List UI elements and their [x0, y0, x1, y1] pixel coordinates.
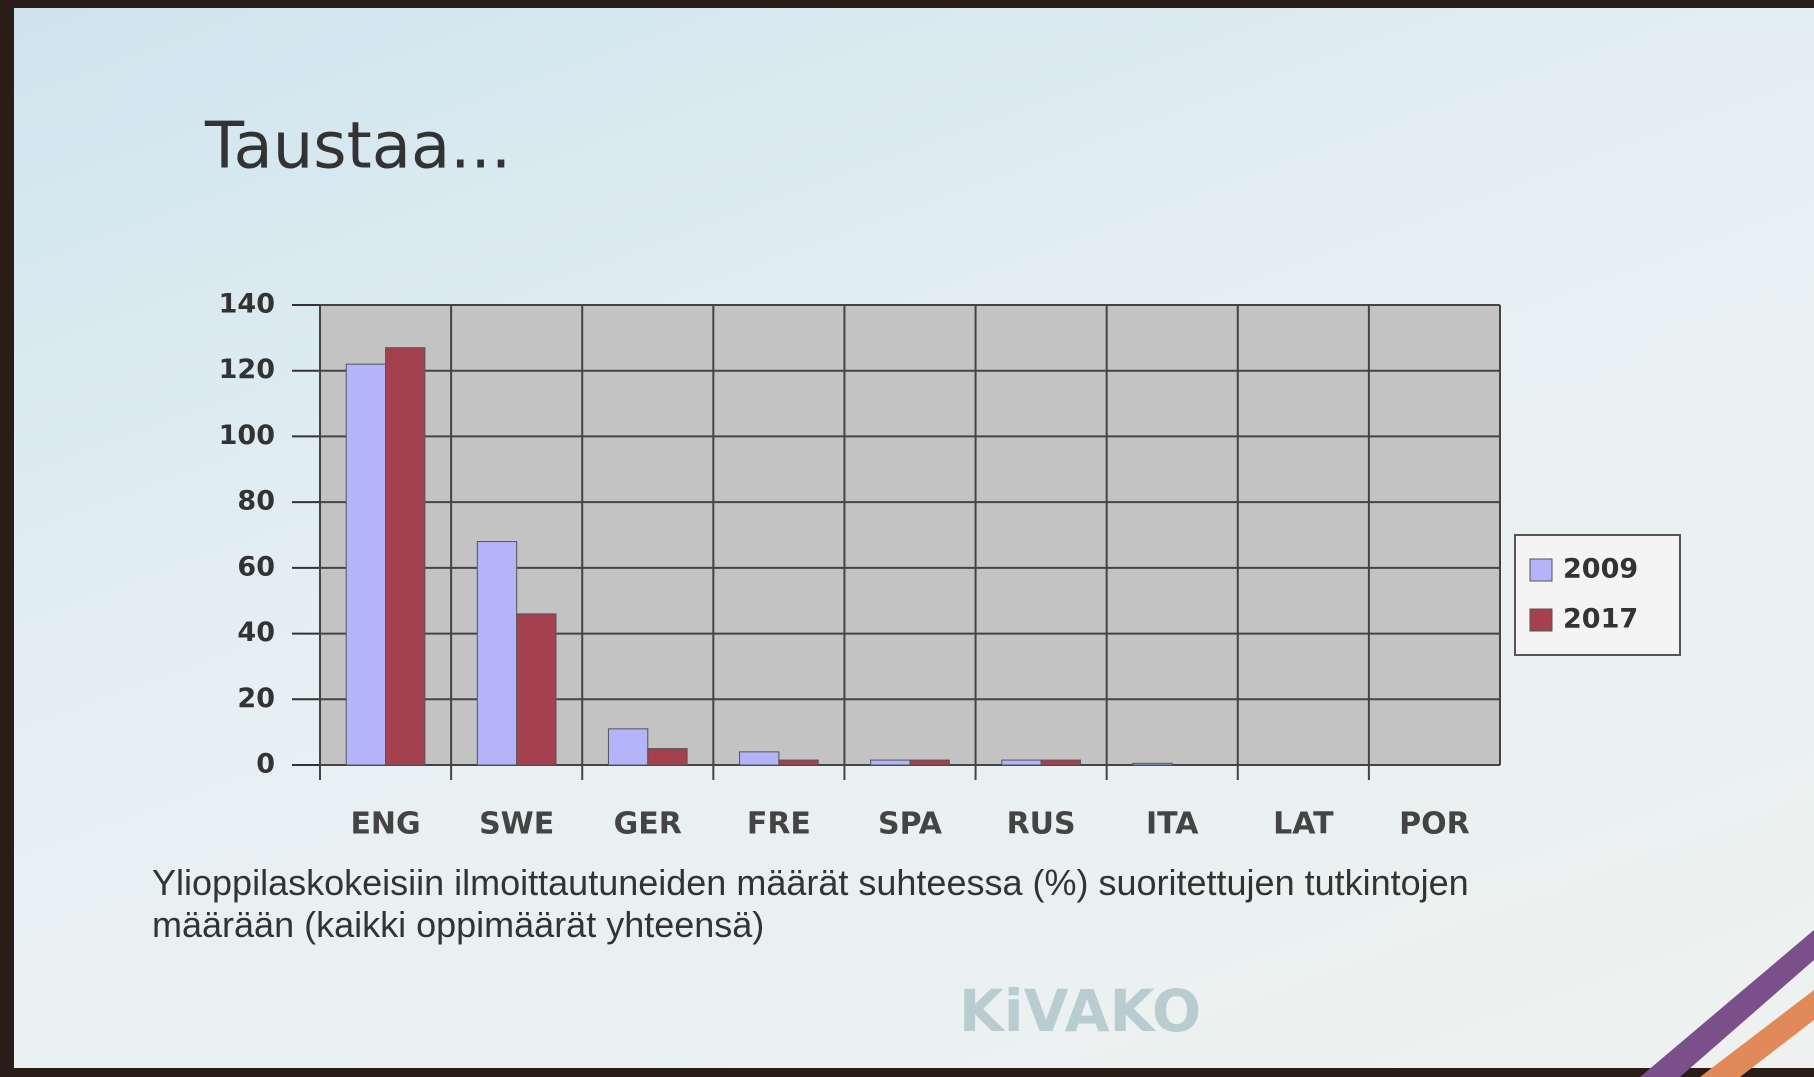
y-tick-label: 40 — [237, 617, 275, 648]
x-tick-label: SWE — [479, 807, 554, 842]
y-tick-label: 120 — [219, 354, 275, 385]
legend-label: 2009 — [1563, 554, 1638, 585]
bar — [910, 760, 949, 765]
legend-swatch — [1530, 609, 1552, 631]
decoration — [1640, 930, 1814, 1077]
x-tick-label: RUS — [1007, 807, 1076, 842]
bar — [1041, 760, 1080, 765]
bar — [608, 729, 647, 765]
bar — [346, 364, 385, 765]
y-tick-label: 140 — [219, 289, 275, 320]
caption: Ylioppilaskokeisiin ilmoittautuneiden mä… — [152, 862, 1572, 946]
bar — [740, 752, 779, 765]
y-tick-label: 20 — [237, 683, 275, 714]
legend-swatch — [1530, 559, 1552, 581]
x-tick-label: POR — [1399, 807, 1470, 842]
bar — [386, 348, 425, 765]
bar — [517, 614, 556, 765]
bar — [779, 760, 818, 765]
x-tick-label: FRE — [747, 807, 811, 842]
y-tick-label: 80 — [237, 486, 275, 517]
x-tick-label: GER — [614, 807, 682, 842]
x-tick-label: ITA — [1146, 807, 1199, 842]
y-tick-label: 60 — [237, 551, 275, 582]
bar — [477, 542, 516, 765]
x-tick-label: LAT — [1273, 807, 1334, 842]
y-tick-label: 0 — [256, 749, 275, 780]
x-tick-label: SPA — [878, 807, 943, 842]
screen: Taustaa... KiVAKO 0 20 40 60 80 100 120 140 ENG S… — [0, 0, 1814, 1077]
y-tick-label: 100 — [219, 420, 275, 451]
logo: KiVAKO — [959, 977, 1201, 1045]
bar — [1133, 763, 1172, 765]
bar — [1002, 760, 1041, 765]
x-tick-label: ENG — [350, 807, 420, 842]
bar — [648, 749, 687, 765]
bar — [871, 760, 910, 765]
legend-label: 2017 — [1563, 604, 1638, 635]
chart-title: Taustaa... — [204, 110, 511, 184]
